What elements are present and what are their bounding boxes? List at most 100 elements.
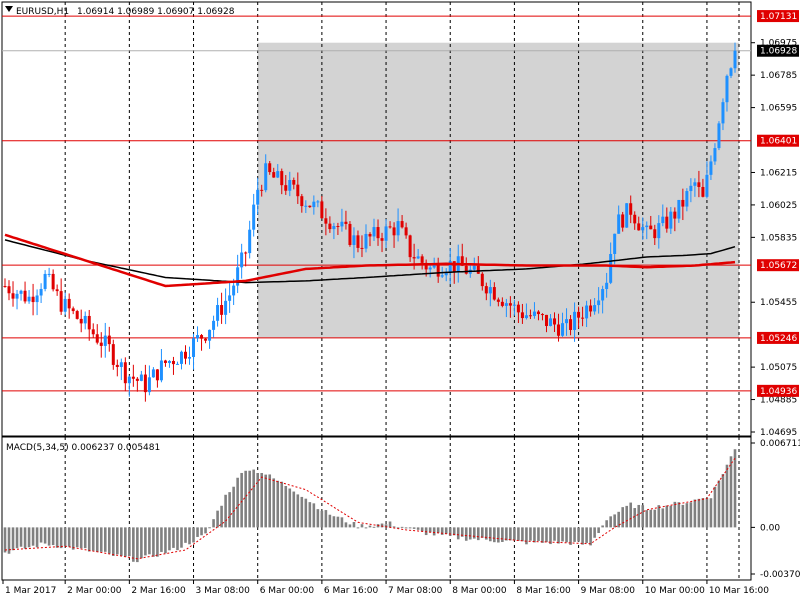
candle-bear[interactable] — [388, 226, 392, 228]
candle-bear[interactable] — [528, 315, 532, 317]
candle-bear[interactable] — [629, 203, 633, 215]
candle-bear[interactable] — [3, 286, 7, 288]
candle-bull[interactable] — [103, 335, 107, 346]
candle-bear[interactable] — [87, 315, 91, 330]
collapse-triangle-icon[interactable] — [5, 6, 13, 12]
candle-bull[interactable] — [729, 68, 733, 76]
candle-bear[interactable] — [260, 189, 264, 191]
candle-bull[interactable] — [216, 305, 220, 321]
candle-bear[interactable] — [7, 286, 11, 294]
candle-bull[interactable] — [512, 304, 516, 306]
candle-bull[interactable] — [252, 204, 256, 230]
candle-bull[interactable] — [561, 323, 565, 336]
candle-bear[interactable] — [107, 335, 111, 345]
candle-bear[interactable] — [520, 312, 524, 319]
candle-bull[interactable] — [228, 295, 232, 301]
candle-bear[interactable] — [348, 223, 352, 245]
candle-bull[interactable] — [657, 223, 661, 239]
candle-bear[interactable] — [296, 184, 300, 197]
candle-bull[interactable] — [304, 205, 308, 207]
candle-bear[interactable] — [171, 360, 175, 365]
candle-bear[interactable] — [633, 214, 637, 224]
candle-bull[interactable] — [585, 305, 589, 319]
candle-bull[interactable] — [119, 362, 123, 367]
candle-bull[interactable] — [488, 287, 492, 294]
candle-bull[interactable] — [661, 216, 665, 224]
candle-bear[interactable] — [59, 291, 63, 312]
macd-axis[interactable]: 0.006711 0.00 -0.003708 — [751, 439, 800, 580]
candle-bear[interactable] — [577, 311, 581, 318]
candle-bear[interactable] — [51, 273, 55, 290]
candle-bear[interactable] — [697, 182, 701, 187]
candle-bear[interactable] — [420, 256, 424, 263]
candle-bull[interactable] — [685, 191, 689, 207]
candle-bear[interactable] — [701, 186, 705, 197]
candle-bull[interactable] — [332, 226, 336, 230]
macd-panel[interactable]: MACD(5,34,5) 0.006237 0.005481 — [1, 436, 752, 581]
candle-bull[interactable] — [548, 318, 552, 327]
candle-bull[interactable] — [593, 305, 597, 312]
candle-bear[interactable] — [220, 305, 224, 315]
candle-bear[interactable] — [589, 305, 593, 312]
candle-bear[interactable] — [557, 324, 561, 336]
candle-bull[interactable] — [256, 189, 260, 205]
candle-bear[interactable] — [344, 221, 348, 224]
candle-bull[interactable] — [276, 171, 280, 178]
candle-bull[interactable] — [677, 199, 681, 219]
candle-bull[interactable] — [264, 163, 268, 191]
candle-bear[interactable] — [480, 273, 484, 287]
candle-bear[interactable] — [500, 301, 504, 306]
candle-bear[interactable] — [67, 298, 71, 309]
candle-bear[interactable] — [328, 223, 332, 230]
candle-bear[interactable] — [95, 334, 99, 343]
candle-bull[interactable] — [504, 303, 508, 306]
candle-bear[interactable] — [131, 376, 135, 379]
candle-bull[interactable] — [524, 315, 528, 319]
time-axis[interactable]: 1 Mar 2017 2 Mar 00:00 2 Mar 16:00 3 Mar 08… — [2, 580, 769, 596]
candle-bear[interactable] — [31, 296, 35, 303]
candle-bear[interactable] — [392, 227, 396, 236]
candle-bull[interactable] — [613, 233, 617, 254]
candle-bull[interactable] — [448, 261, 452, 273]
candle-bear[interactable] — [163, 360, 167, 363]
candle-bear[interactable] — [71, 308, 75, 312]
candle-bear[interactable] — [404, 227, 408, 236]
candle-bear[interactable] — [155, 369, 159, 381]
candle-bull[interactable] — [472, 265, 476, 270]
candle-bull[interactable] — [733, 50, 737, 69]
candle-bear[interactable] — [308, 205, 312, 208]
candle-bull[interactable] — [188, 356, 192, 359]
candle-bull[interactable] — [63, 298, 67, 312]
candle-bull[interactable] — [147, 377, 151, 393]
candle-bear[interactable] — [492, 287, 496, 300]
candle-bear[interactable] — [484, 286, 488, 294]
candle-bull[interactable] — [597, 300, 601, 306]
candle-bear[interactable] — [11, 293, 15, 299]
candle-bull[interactable] — [617, 214, 621, 234]
candle-bull[interactable] — [717, 123, 721, 149]
candle-bull[interactable] — [35, 295, 39, 303]
candle-bear[interactable] — [653, 229, 657, 239]
candle-bear[interactable] — [336, 226, 340, 228]
candle-bear[interactable] — [244, 252, 248, 254]
candle-bull[interactable] — [625, 203, 629, 228]
candle-bull[interactable] — [384, 226, 388, 241]
candle-bear[interactable] — [360, 247, 364, 249]
candle-bear[interactable] — [324, 218, 328, 224]
candle-bear[interactable] — [200, 335, 204, 339]
candle-bull[interactable] — [532, 311, 536, 316]
candle-bear[interactable] — [476, 265, 480, 274]
candle-bear[interactable] — [368, 233, 372, 237]
candle-bull[interactable] — [432, 264, 436, 268]
candle-bull[interactable] — [352, 235, 356, 245]
candle-bull[interactable] — [288, 179, 292, 191]
candle-bull[interactable] — [312, 201, 316, 208]
candle-bull[interactable] — [236, 267, 240, 286]
candle-bull[interactable] — [83, 315, 87, 324]
candle-bull[interactable] — [693, 182, 697, 186]
candle-bull[interactable] — [689, 185, 693, 192]
candle-bull[interactable] — [212, 320, 216, 330]
candle-bear[interactable] — [553, 318, 557, 325]
candle-bear[interactable] — [581, 317, 585, 319]
